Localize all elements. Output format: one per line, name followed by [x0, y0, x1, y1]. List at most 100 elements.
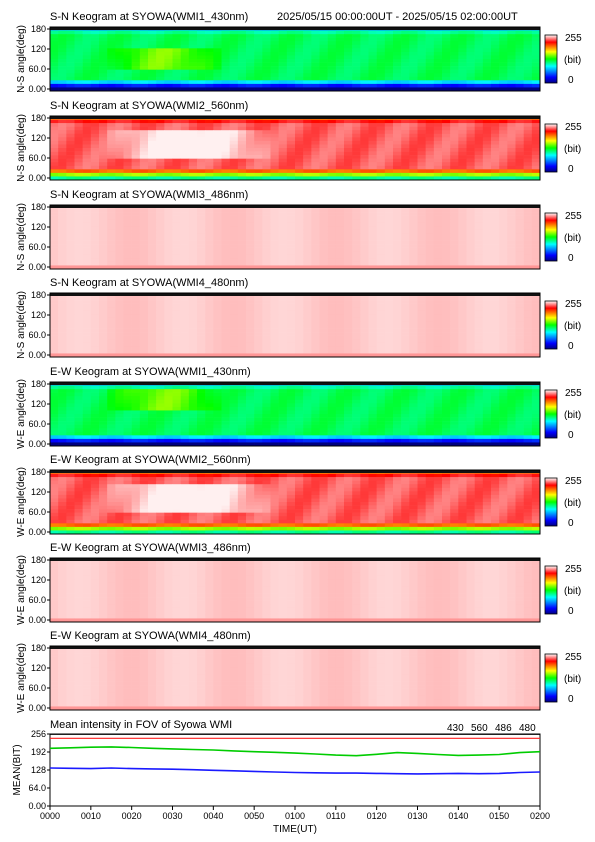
- heatmap-cell: [482, 314, 492, 319]
- heatmap-cell: [180, 247, 190, 252]
- heatmap-cell: [221, 123, 230, 127]
- heatmap-cell: [139, 123, 149, 127]
- heatmap-cell: [466, 254, 475, 259]
- colorbar-unit-label: (bit): [564, 233, 581, 244]
- heatmap-cell: [474, 254, 484, 259]
- heatmap-cell: [352, 389, 361, 393]
- heatmap-cell: [425, 169, 435, 174]
- heatmap-cell: [335, 414, 345, 418]
- heatmap-cell: [499, 48, 508, 53]
- heatmap-cell: [450, 155, 459, 159]
- heatmap-cell: [221, 87, 230, 92]
- heatmap-cell: [499, 254, 508, 259]
- heatmap-cell: [507, 346, 516, 351]
- heatmap-cell: [409, 296, 418, 301]
- heatmap-cell: [450, 339, 459, 344]
- heatmap-cell: [164, 44, 173, 49]
- heatmap-cell: [278, 325, 288, 329]
- heatmap-cell: [82, 342, 92, 347]
- heatmap-cell: [254, 41, 263, 46]
- heatmap-cell: [254, 399, 263, 404]
- heatmap-cell: [66, 215, 75, 220]
- heatmap-cell: [523, 37, 533, 42]
- heatmap-cell: [482, 66, 492, 70]
- heatmap-cell: [303, 346, 312, 351]
- heatmap-cell: [115, 399, 124, 404]
- heatmap-cell: [327, 55, 337, 60]
- heatmap-cell: [384, 310, 394, 315]
- heatmap-cell: [409, 389, 418, 393]
- heatmap-cell: [507, 208, 516, 213]
- heatmap-cell: [246, 233, 255, 238]
- heatmap-cell: [523, 158, 533, 163]
- heatmap-cell: [295, 165, 304, 170]
- heatmap-cell: [66, 265, 75, 270]
- heatmap-cell: [66, 41, 75, 46]
- heatmap-cell: [458, 165, 467, 170]
- heatmap-cell: [156, 219, 165, 224]
- heatmap-cell: [482, 119, 492, 124]
- heatmap-cell: [474, 321, 484, 326]
- heatmap-cell: [115, 176, 124, 181]
- heatmap-cell: [58, 165, 67, 170]
- heatmap-cell: [90, 162, 100, 167]
- heatmap-cell: [254, 325, 263, 329]
- heatmap-cell: [270, 346, 279, 351]
- heatmap-cell: [335, 55, 345, 60]
- heatmap-cell: [311, 349, 320, 354]
- heatmap-cell: [270, 158, 279, 163]
- heatmap-cell: [344, 51, 353, 56]
- heatmap-cell: [50, 137, 59, 142]
- heatmap-cell: [474, 69, 484, 74]
- heatmap-cell: [442, 300, 451, 304]
- heatmap-cell: [360, 44, 369, 49]
- heatmap-cell: [523, 240, 533, 245]
- heatmap-cell: [66, 389, 75, 393]
- heatmap-cell: [270, 212, 279, 216]
- heatmap-cell: [74, 126, 83, 131]
- heatmap-cell: [278, 317, 288, 322]
- heatmap-cell: [295, 296, 304, 301]
- heatmap-cell: [246, 261, 255, 266]
- heatmap-cell: [82, 296, 92, 301]
- heatmap-cell: [499, 317, 508, 322]
- heatmap-cell: [344, 346, 353, 351]
- heatmap-cell: [417, 321, 426, 326]
- heatmap-cell: [74, 83, 83, 88]
- heatmap-cell: [303, 37, 312, 42]
- heatmap-cell: [221, 342, 230, 347]
- heatmap-cell: [180, 158, 190, 163]
- heatmap-cell: [327, 321, 337, 326]
- heatmap-cell: [376, 76, 386, 81]
- heatmap-cell: [450, 258, 459, 263]
- heatmap-cell: [66, 346, 75, 351]
- heatmap-cell: [58, 44, 67, 49]
- heatmap-cell: [205, 151, 214, 156]
- heatmap-cell: [523, 303, 533, 308]
- heatmap-cell: [474, 307, 484, 312]
- heatmap-cell: [401, 37, 410, 42]
- heatmap-cell: [50, 332, 59, 336]
- heatmap-cell: [254, 158, 263, 163]
- heatmap-cell: [335, 144, 345, 149]
- y-axis-label: N-S angle(deg): [16, 291, 27, 359]
- heatmap-cell: [164, 208, 173, 213]
- heatmap-cell: [50, 339, 59, 344]
- heatmap-cell: [188, 137, 198, 142]
- heatmap-cell: [352, 392, 361, 397]
- heatmap-cell: [123, 212, 132, 216]
- heatmap-cell: [58, 254, 67, 259]
- heatmap-cell: [286, 346, 296, 351]
- heatmap-cell: [246, 130, 255, 135]
- heatmap-cell: [499, 69, 508, 74]
- heatmap-cell: [417, 59, 426, 63]
- heatmap-cell: [278, 254, 288, 259]
- heatmap-cell: [393, 353, 402, 358]
- heatmap-cell: [58, 251, 67, 256]
- heatmap-cell: [99, 353, 108, 358]
- heatmap-cell: [368, 215, 377, 220]
- heatmap-cell: [139, 339, 149, 344]
- heatmap-cell: [237, 37, 247, 42]
- heatmap-cell: [123, 414, 132, 418]
- heatmap-cell: [319, 349, 328, 354]
